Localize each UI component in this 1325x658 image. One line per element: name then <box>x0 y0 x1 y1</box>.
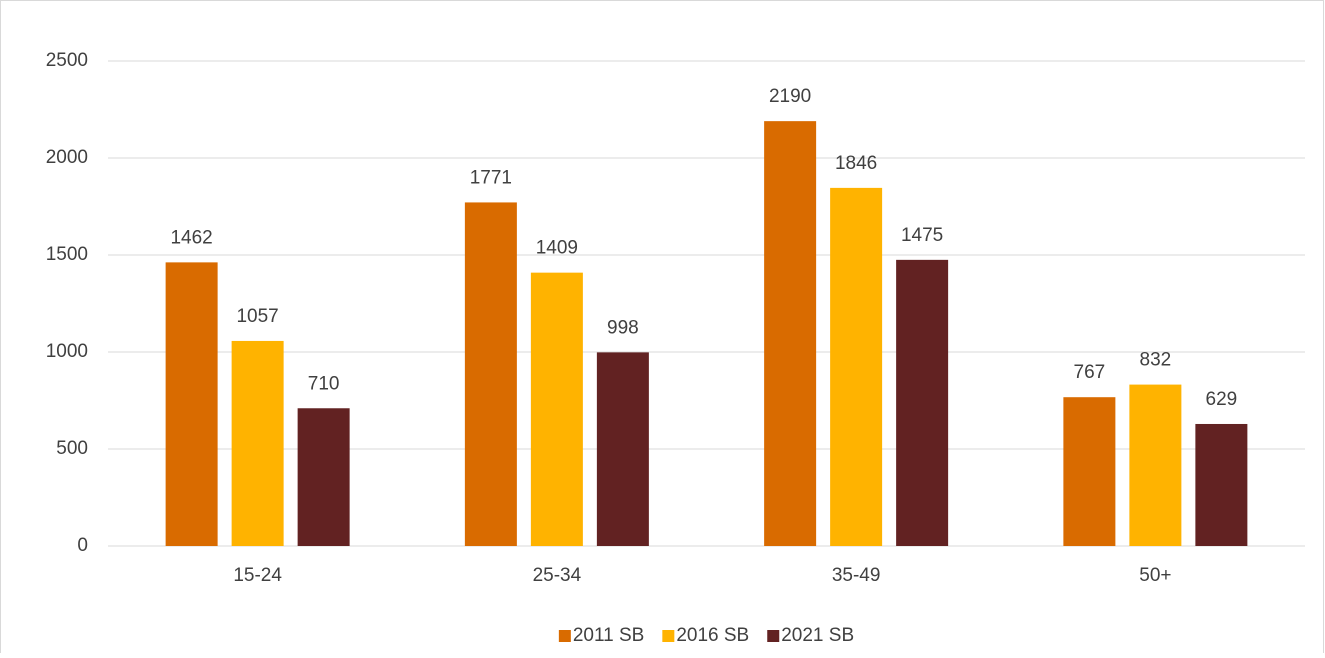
bar <box>1195 423 1248 546</box>
data-label: 1057 <box>236 306 278 327</box>
bar <box>764 121 817 546</box>
bar <box>1129 384 1182 546</box>
legend-swatch <box>558 630 571 642</box>
bar <box>1063 397 1116 546</box>
legend-label: 2016 SB <box>676 625 749 646</box>
bar <box>896 259 949 546</box>
bar <box>596 352 649 546</box>
data-label: 832 <box>1140 350 1172 371</box>
data-label: 1846 <box>835 153 877 174</box>
data-label: 1475 <box>901 225 943 246</box>
bar <box>231 340 284 546</box>
data-label: 1409 <box>536 238 578 259</box>
bar <box>165 262 218 546</box>
legend-swatch <box>767 630 780 642</box>
x-tick-label: 50+ <box>1139 565 1171 586</box>
bar <box>297 408 350 546</box>
y-tick-label: 0 <box>77 535 88 556</box>
bar <box>464 202 517 546</box>
data-label: 1771 <box>470 167 512 188</box>
x-tick-label: 25-34 <box>533 565 582 586</box>
y-tick-label: 1000 <box>46 341 88 362</box>
data-label: 629 <box>1206 389 1238 410</box>
x-tick-label: 15-24 <box>233 565 282 586</box>
data-label: 767 <box>1074 362 1106 383</box>
bar <box>530 272 583 546</box>
y-tick-label: 2000 <box>46 147 88 168</box>
legend-swatch <box>662 630 675 642</box>
bar <box>830 187 883 546</box>
data-label: 710 <box>308 373 340 394</box>
x-tick-label: 35-49 <box>832 565 881 586</box>
data-label: 998 <box>607 317 639 338</box>
data-label: 1462 <box>170 227 212 248</box>
legend-label: 2011 SB <box>573 625 644 646</box>
y-tick-label: 1500 <box>46 244 88 265</box>
legend-label: 2021 SB <box>781 625 854 646</box>
y-tick-label: 500 <box>56 438 88 459</box>
data-label: 2190 <box>769 86 811 107</box>
y-tick-label: 2500 <box>46 50 88 71</box>
